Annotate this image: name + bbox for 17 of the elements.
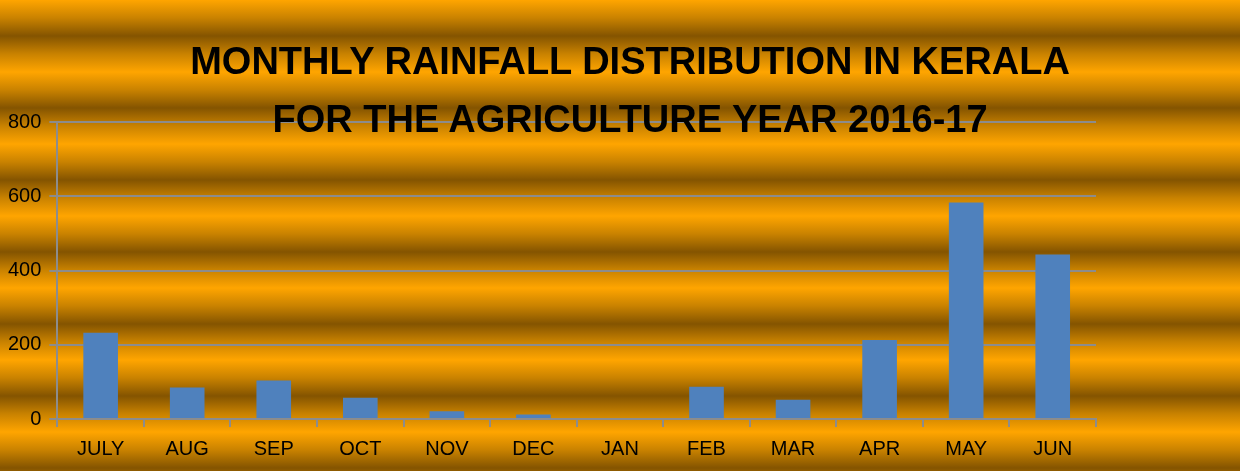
y-tick-label: 800	[7, 109, 42, 132]
x-tick-label: APR	[859, 436, 901, 459]
y-tick-label: 600	[7, 183, 42, 206]
x-tick-label: MAR	[770, 436, 816, 459]
x-tick-label: MAY	[945, 436, 988, 459]
x-tick-label: SEP	[253, 436, 294, 459]
x-tick-label: AUG	[165, 436, 209, 459]
x-tick-label: NOV	[425, 436, 470, 459]
y-tick-label: 200	[7, 332, 42, 355]
x-tick-label: FEB	[687, 436, 726, 459]
x-tick-label: DEC	[512, 436, 555, 459]
x-tick-label: JULY	[76, 436, 125, 459]
x-tick-label: OCT	[339, 436, 382, 459]
x-tick-label: JUN	[1033, 436, 1073, 459]
x-tick-label: JAN	[601, 436, 639, 459]
y-tick-label: 0	[30, 406, 42, 429]
y-tick-label: 400	[7, 258, 42, 281]
